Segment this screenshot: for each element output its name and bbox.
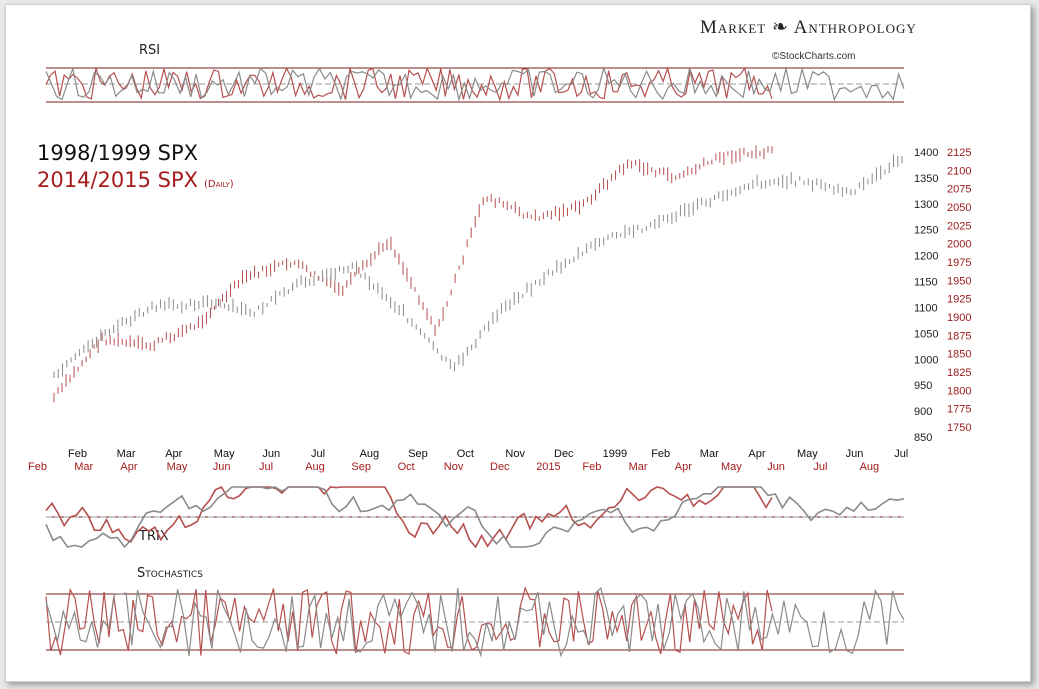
right-axis-tick: 2000: [947, 239, 971, 251]
x-tick-1998: Aug: [360, 448, 380, 460]
x-tick-1998: Jul: [311, 448, 325, 460]
x-tick-2014: Feb: [28, 461, 47, 473]
x-tick-1998: Jun: [846, 448, 864, 460]
chart-panel: Market ❧ Anthropology ©StockCharts.com 1…: [5, 4, 1031, 682]
x-tick-2014: May: [721, 461, 742, 473]
right-axis-tick: 1775: [947, 404, 971, 416]
x-tick-1998: Oct: [457, 448, 474, 460]
x-tick-1998: Mar: [700, 448, 719, 460]
left-axis-tick: 950: [914, 380, 932, 392]
right-axis-tick: 1825: [947, 367, 971, 379]
right-axis-tick: 1850: [947, 349, 971, 361]
brand-logo: Market ❧ Anthropology: [700, 17, 917, 38]
x-tick-2014: Nov: [444, 461, 464, 473]
trix-series-1998: [45, 486, 905, 549]
x-tick-2014: Jun: [767, 461, 785, 473]
stochastics-label: Stochastics: [137, 566, 203, 581]
x-tick-1998: 1999: [603, 448, 627, 460]
x-tick-2014: Jun: [213, 461, 231, 473]
stochastics-series-1998: [45, 586, 905, 658]
x-tick-2014: Aug: [860, 461, 880, 473]
x-tick-2014: Sep: [351, 461, 371, 473]
x-tick-2014: Feb: [582, 461, 601, 473]
x-tick-1998: Feb: [651, 448, 670, 460]
x-tick-2014: Mar: [74, 461, 93, 473]
x-tick-1998: Mar: [117, 448, 136, 460]
left-axis-tick: 1300: [914, 199, 938, 211]
left-axis-tick: 1050: [914, 328, 938, 340]
credit-text: ©StockCharts.com: [772, 51, 856, 62]
left-axis-tick: 1150: [914, 277, 938, 289]
x-tick-2014: Jul: [259, 461, 273, 473]
x-tick-1998: Apr: [748, 448, 765, 460]
chart-svg: 850 900 950 1000 1050 1100 1150 1200 1250 1300 135…: [28, 66, 971, 658]
right-axis-tick: 1950: [947, 275, 971, 287]
rsi-series-1998: [45, 66, 905, 102]
right-axis-tick: 2050: [947, 202, 971, 214]
left-axis-tick: 850: [914, 432, 932, 444]
right-axis-tick: 1925: [947, 294, 971, 306]
left-axis-tick: 1250: [914, 225, 938, 237]
right-axis-tick: 2075: [947, 184, 971, 196]
right-axis-tick: 2025: [947, 220, 971, 232]
title-1998: 1998/1999 SPX: [37, 141, 199, 165]
x-tick-1998: Jul: [894, 448, 908, 460]
x-tick-2014: 2015: [536, 461, 560, 473]
left-axis-tick: 1200: [914, 251, 938, 263]
x-tick-2014: Mar: [629, 461, 648, 473]
stochastics-series-2014: [45, 586, 773, 656]
left-axis-tick: 1100: [914, 302, 938, 314]
x-tick-1998: Jun: [262, 448, 280, 460]
x-tick-2014: May: [167, 461, 188, 473]
left-axis-tick: 1000: [914, 354, 938, 366]
rsi-label: RSI: [139, 43, 161, 58]
right-axis-tick: 2100: [947, 165, 971, 177]
x-tick-2014: Oct: [398, 461, 415, 473]
left-axis-tick: 900: [914, 406, 932, 418]
right-axis-tick: 1800: [947, 385, 971, 397]
x-tick-2014: Aug: [305, 461, 325, 473]
x-tick-1998: Feb: [68, 448, 87, 460]
x-tick-1998: May: [797, 448, 818, 460]
left-axis-tick: 1350: [914, 173, 938, 185]
x-tick-2014: Apr: [675, 461, 692, 473]
right-axis-tick: 1975: [947, 257, 971, 269]
right-axis-tick: 1750: [947, 422, 971, 434]
x-tick-2014: Apr: [120, 461, 137, 473]
left-axis-tick: 1400: [914, 147, 938, 159]
x-tick-1998: Sep: [408, 448, 428, 460]
right-axis-tick: 1875: [947, 330, 971, 342]
right-axis-tick: 2125: [947, 147, 971, 159]
trix-series-2014: [45, 485, 773, 549]
x-tick-1998: Apr: [165, 448, 182, 460]
x-tick-2014: Dec: [490, 461, 510, 473]
x-tick-2014: Jul: [813, 461, 827, 473]
right-axis-tick: 1900: [947, 312, 971, 324]
x-tick-1998: Nov: [505, 448, 525, 460]
title-2014: 2014/2015 SPX (Daily): [37, 168, 234, 192]
x-tick-1998: May: [214, 448, 235, 460]
x-tick-1998: Dec: [554, 448, 574, 460]
